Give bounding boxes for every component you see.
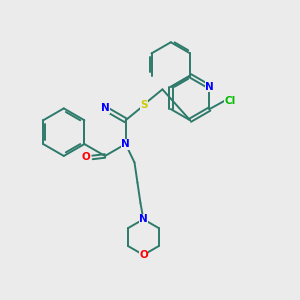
Text: N: N (205, 82, 214, 92)
Text: N: N (121, 139, 130, 149)
Text: N: N (100, 103, 109, 113)
Text: Cl: Cl (225, 96, 236, 106)
Text: O: O (82, 152, 90, 162)
Text: S: S (140, 100, 148, 110)
Text: O: O (139, 250, 148, 260)
Text: N: N (139, 214, 148, 224)
